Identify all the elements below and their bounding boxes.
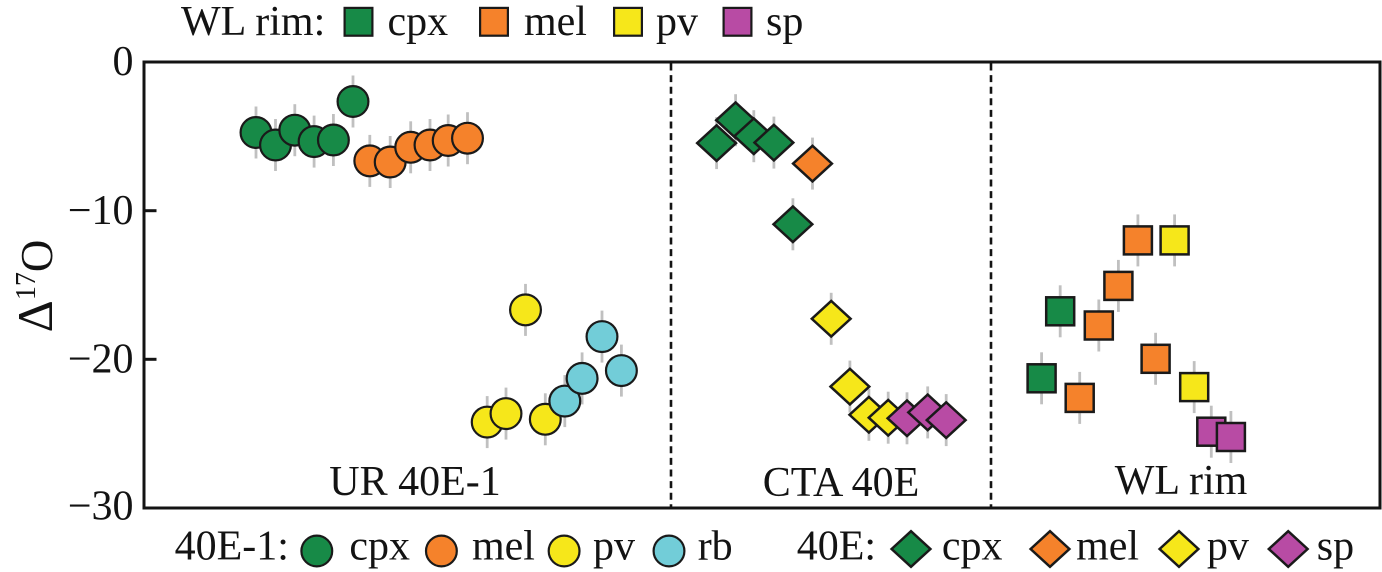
svg-text:pv: pv [656, 0, 698, 45]
svg-text:−30: −30 [68, 484, 134, 530]
svg-text:cpx: cpx [349, 523, 410, 569]
svg-text:−10: −10 [68, 188, 134, 234]
svg-text:mel: mel [1076, 523, 1139, 569]
svg-text:40E-1:: 40E-1: [175, 523, 289, 569]
svg-text:cpx: cpx [942, 523, 1003, 569]
svg-text:40E:: 40E: [797, 523, 876, 569]
svg-text:sp: sp [1317, 523, 1354, 569]
svg-text:sp: sp [766, 0, 803, 45]
svg-text:WL rim:: WL rim: [181, 0, 325, 45]
svg-text:CTA 40E: CTA 40E [763, 460, 919, 506]
svg-text:WL rim: WL rim [1115, 458, 1248, 504]
svg-text:cpx: cpx [388, 0, 449, 45]
svg-text:UR 40E-1: UR 40E-1 [329, 459, 501, 505]
svg-text:pv: pv [1207, 523, 1249, 569]
svg-text:mel: mel [524, 0, 587, 45]
svg-text:rb: rb [698, 523, 733, 569]
svg-text:pv: pv [593, 523, 635, 569]
svg-text:−20: −20 [68, 337, 134, 383]
svg-text:Δ17O: Δ17O [7, 240, 63, 333]
svg-text:0: 0 [113, 39, 134, 85]
svg-text:mel: mel [472, 523, 535, 569]
